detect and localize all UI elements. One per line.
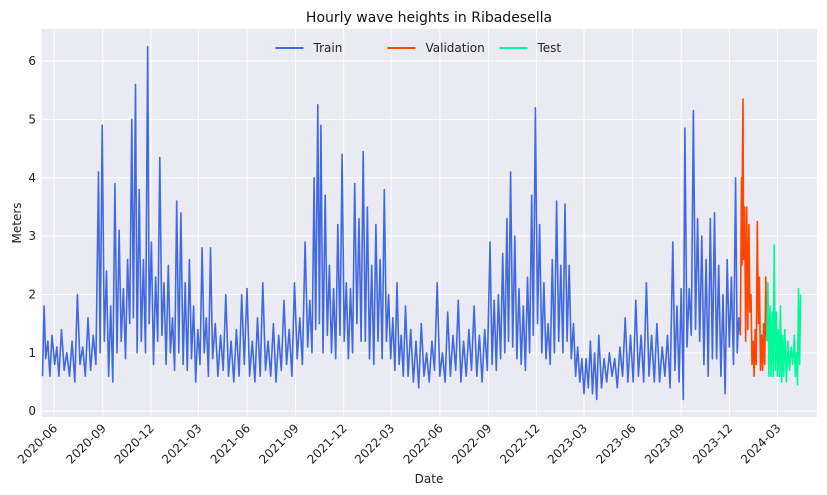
series-lines	[41, 45, 802, 401]
legend-label-train: Train	[313, 41, 343, 55]
x-tick-label: 2023-12	[690, 421, 735, 466]
x-tick-label: 2024-03	[738, 421, 783, 466]
x-tick-label: 2023-03	[545, 421, 590, 466]
y-tick-label: 2	[28, 287, 36, 301]
y-tick-label: 4	[28, 171, 36, 185]
x-tick-label: 2021-09	[256, 421, 301, 466]
plot-area	[42, 29, 817, 417]
x-tick-label: 2021-03	[159, 421, 204, 466]
x-tick-label: 2020-06	[15, 421, 60, 466]
y-tick-label: 6	[28, 54, 36, 68]
legend-label-validation: Validation	[426, 41, 485, 55]
y-axis-ticks: 0 1 2 3 4 5 6	[28, 54, 36, 418]
x-axis-ticks: 2020-06 2020-09 2020-12 2021-03 2021-06 2021-…	[15, 421, 784, 466]
x-tick-label: 2020-09	[64, 421, 109, 466]
x-axis-label: Date	[415, 472, 444, 486]
legend: Train Validation Test	[275, 41, 562, 55]
x-tick-label: 2021-06	[208, 421, 253, 466]
series-line-train	[41, 45, 742, 401]
y-axis-label: Meters	[10, 202, 24, 243]
y-tick-label: 5	[28, 112, 36, 126]
x-tick-label: 2022-03	[352, 421, 397, 466]
x-tick-label: 2021-12	[304, 421, 349, 466]
x-tick-label: 2020-12	[112, 421, 157, 466]
x-tick-label: 2022-09	[449, 421, 494, 466]
y-tick-label: 1	[28, 346, 36, 360]
y-tick-label: 0	[28, 404, 36, 418]
x-tick-label: 2022-12	[497, 421, 542, 466]
chart-title: Hourly wave heights in Ribadesella	[306, 10, 552, 26]
series-line-test	[766, 244, 802, 386]
x-tick-label: 2022-06	[401, 421, 446, 466]
x-tick-label: 2023-06	[593, 421, 638, 466]
x-tick-label: 2023-09	[642, 421, 687, 466]
legend-label-test: Test	[537, 41, 562, 55]
series-line-validation	[739, 98, 768, 377]
y-tick-label: 3	[28, 229, 36, 243]
